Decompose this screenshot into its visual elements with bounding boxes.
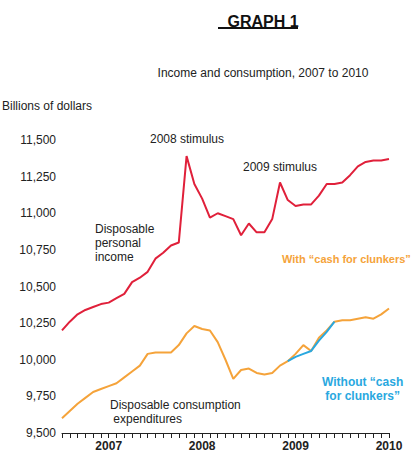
svg-text:Billions of dollars: Billions of dollars <box>2 99 92 113</box>
svg-text:10,250: 10,250 <box>19 316 56 330</box>
svg-text:2010: 2010 <box>376 439 403 453</box>
svg-text:11,000: 11,000 <box>20 206 56 220</box>
svg-text:10,500: 10,500 <box>19 280 56 294</box>
svg-text:personal: personal <box>95 236 144 250</box>
svg-text:expenditures: expenditures <box>110 412 182 426</box>
svg-text:11,250: 11,250 <box>20 170 56 184</box>
svg-text:With “cash for clunkers”: With “cash for clunkers” <box>282 253 411 265</box>
svg-text:Income and consumption, 2007 t: Income and consumption, 2007 to 2010 <box>158 66 369 80</box>
svg-text:11,500: 11,500 <box>20 133 56 147</box>
svg-text:10,000: 10,000 <box>19 353 56 367</box>
svg-text:income: income <box>95 250 134 264</box>
svg-text:10,750: 10,750 <box>19 243 56 257</box>
svg-text:2008 stimulus: 2008 stimulus <box>150 132 224 146</box>
svg-text:for clunkers”: for clunkers” <box>322 389 400 403</box>
svg-text:9,750: 9,750 <box>26 389 56 403</box>
svg-text:2007: 2007 <box>95 439 122 453</box>
svg-text:GRAPH 1: GRAPH 1 <box>227 13 298 30</box>
svg-text:2009: 2009 <box>282 439 309 453</box>
svg-text:Without “cash: Without “cash <box>322 375 403 389</box>
svg-text:2008: 2008 <box>189 439 216 453</box>
svg-text:9,500: 9,500 <box>26 426 56 440</box>
svg-text:Disposable consumption: Disposable consumption <box>110 398 241 412</box>
svg-text:Disposable: Disposable <box>95 222 158 236</box>
svg-text:2009 stimulus: 2009 stimulus <box>243 160 317 174</box>
